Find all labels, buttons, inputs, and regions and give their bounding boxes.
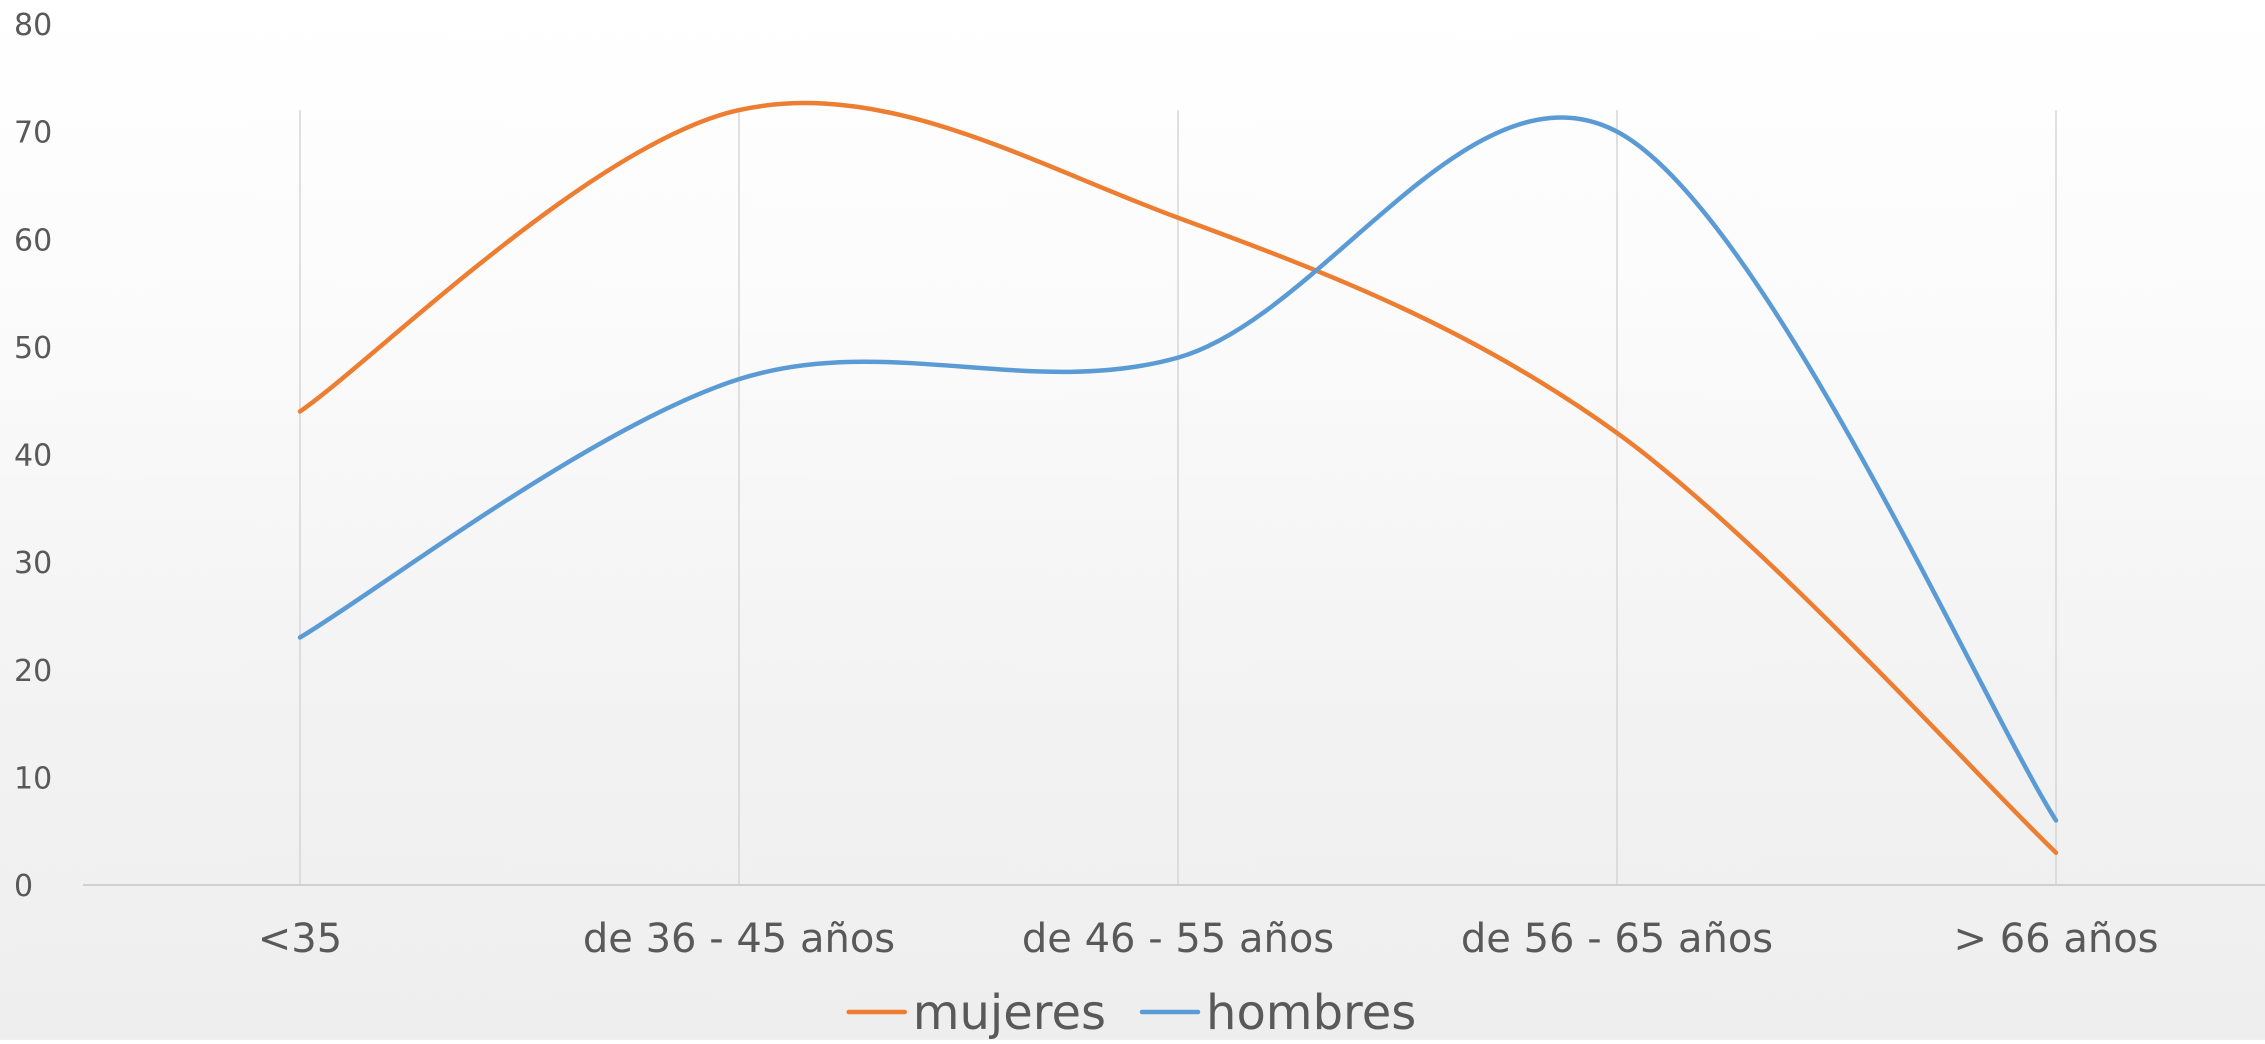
- y-tick-label: 30: [14, 546, 52, 581]
- legend-label-hombres: hombres: [1206, 985, 1416, 1040]
- legend: mujeres hombres: [846, 985, 1416, 1041]
- y-tick-label: 60: [14, 223, 52, 258]
- axes: 0 10 20 30 40 50 60 70 80 <35 de 36 - 45 años de 46…: [14, 8, 2265, 962]
- x-tick-label: de 56 - 65 años: [1461, 916, 1773, 962]
- series-lines: [297, 100, 2059, 855]
- x-tick-label: <35: [258, 916, 342, 962]
- x-tick-label: de 36 - 45 años: [583, 916, 895, 962]
- x-tick-label: de 46 - 55 años: [1022, 916, 1334, 962]
- y-tick-label: 10: [14, 761, 52, 796]
- y-tick-label: 50: [14, 331, 52, 366]
- series-line-hombres: [297, 115, 2059, 823]
- y-tick-label: 80: [14, 8, 52, 43]
- x-tick-label: > 66 años: [1953, 916, 2158, 962]
- y-tick-label: 20: [14, 654, 52, 689]
- y-tick-label: 40: [14, 439, 52, 474]
- y-tick-label: 70: [14, 116, 52, 151]
- legend-label-mujeres: mujeres: [913, 985, 1106, 1040]
- gridlines: [299, 110, 2057, 886]
- y-tick-label: 0: [14, 869, 33, 904]
- series-line-mujeres: [297, 100, 2059, 855]
